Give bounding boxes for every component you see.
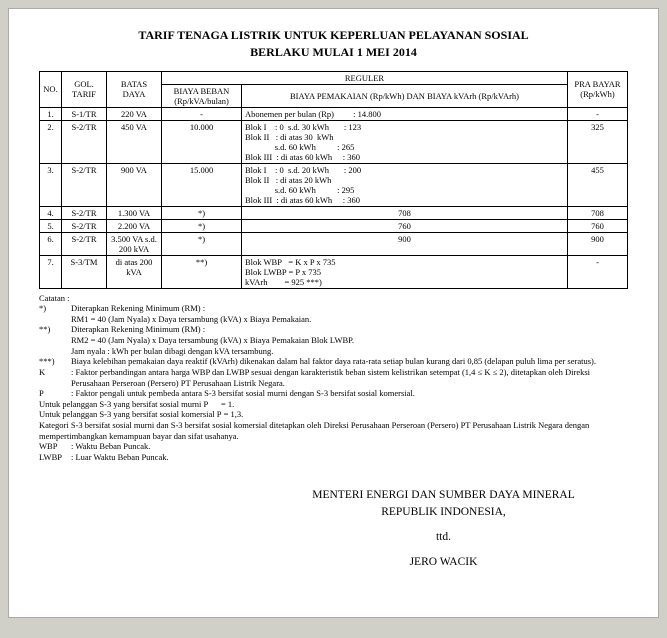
table-cell: 15.000 xyxy=(162,163,242,206)
table-cell: Blok I : 0 s.d. 30 kWh : 123 Blok II : d… xyxy=(242,120,568,163)
table-cell: 900 xyxy=(568,232,628,255)
table-cell: S-2/TR xyxy=(62,206,107,219)
table-cell: 760 xyxy=(242,219,568,232)
header-no: NO. xyxy=(40,71,62,107)
table-row: 7.S-3/TMdi atas 200 kVA**)Blok WBP = K x… xyxy=(40,255,628,288)
table-row: 5.S-2/TR2.200 VA*)760760 xyxy=(40,219,628,232)
table-cell: *) xyxy=(162,232,242,255)
table-cell: 708 xyxy=(242,206,568,219)
table-cell: 6. xyxy=(40,232,62,255)
table-cell: S-2/TR xyxy=(62,232,107,255)
tariff-table: NO. GOL. TARIF BATAS DAYA REGULER PRA BA… xyxy=(39,71,628,289)
sign-ttd: ttd. xyxy=(259,529,628,546)
table-cell: S-2/TR xyxy=(62,163,107,206)
table-cell: *) xyxy=(162,219,242,232)
note-star-label: *) xyxy=(39,303,71,314)
table-row: 1.S-1/TR220 VA-Abonemen per bulan (Rp) :… xyxy=(40,107,628,120)
table-cell: 3. xyxy=(40,163,62,206)
table-row: 6.S-2/TR3.500 VA s.d. 200 kVA*)900900 xyxy=(40,232,628,255)
note-k-text: : Faktor perbandingan antara harga WBP d… xyxy=(71,367,628,388)
header-gol: GOL. TARIF xyxy=(62,71,107,107)
note-p3: Kategori S-3 bersifat sosial murni dan S… xyxy=(39,420,628,441)
header-pra: PRA BAYAR (Rp/kWh) xyxy=(568,71,628,107)
title-line-1: TARIF TENAGA LISTRIK UNTUK KEPERLUAN PEL… xyxy=(39,27,628,44)
note-star2-text: Diterapkan Rekening Minimum (RM) : xyxy=(71,324,628,335)
table-cell: 1. xyxy=(40,107,62,120)
note-k-label: K xyxy=(39,367,71,388)
table-cell: **) xyxy=(162,255,242,288)
table-row: 4.S-2/TR1.300 VA*)708708 xyxy=(40,206,628,219)
header-beban: BIAYA BEBAN (Rp/kVA/bulan) xyxy=(162,84,242,107)
table-cell: Blok WBP = K x P x 735 Blok LWBP = P x 7… xyxy=(242,255,568,288)
table-cell: Blok I : 0 s.d. 20 kWh : 200 Blok II : d… xyxy=(242,163,568,206)
table-cell: 10.000 xyxy=(162,120,242,163)
header-reguler: REGULER xyxy=(162,71,568,84)
document-title: TARIF TENAGA LISTRIK UNTUK KEPERLUAN PEL… xyxy=(39,27,628,61)
table-cell: S-2/TR xyxy=(62,120,107,163)
table-cell: - xyxy=(568,255,628,288)
note-lwbp-label: LWBP xyxy=(39,452,71,463)
header-batas: BATAS DAYA xyxy=(107,71,162,107)
table-cell: 455 xyxy=(568,163,628,206)
note-lwbp-text: : Luar Waktu Beban Puncak. xyxy=(71,452,628,463)
table-cell: 7. xyxy=(40,255,62,288)
table-cell: 220 VA xyxy=(107,107,162,120)
table-cell: - xyxy=(162,107,242,120)
note-jamnyala: Jam nyala : kWh per bulan dibagi dengan … xyxy=(39,346,628,357)
table-cell: 2. xyxy=(40,120,62,163)
table-cell: *) xyxy=(162,206,242,219)
table-cell: 450 VA xyxy=(107,120,162,163)
table-cell: 5. xyxy=(40,219,62,232)
table-cell: 2.200 VA xyxy=(107,219,162,232)
document-page: TARIF TENAGA LISTRIK UNTUK KEPERLUAN PEL… xyxy=(8,8,659,618)
table-cell: 325 xyxy=(568,120,628,163)
table-cell: S-1/TR xyxy=(62,107,107,120)
note-p1: Untuk pelanggan S-3 yang bersifat sosial… xyxy=(39,399,628,410)
header-pemakaian: BIAYA PEMAKAIAN (Rp/kWh) DAN BIAYA kVArh… xyxy=(242,84,568,107)
note-p2: Untuk pelanggan S-3 yang bersifat sosial… xyxy=(39,409,628,420)
table-row: 3.S-2/TR900 VA15.000Blok I : 0 s.d. 20 k… xyxy=(40,163,628,206)
table-cell: 900 VA xyxy=(107,163,162,206)
notes-section: Catatan : *)Diterapkan Rekening Minimum … xyxy=(39,293,628,463)
sign-name: JERO WACIK xyxy=(259,554,628,571)
table-cell: 760 xyxy=(568,219,628,232)
sign-line-2: REPUBLIK INDONESIA, xyxy=(259,504,628,521)
note-wbp-label: WBP xyxy=(39,441,71,452)
note-rm2: RM2 = 40 (Jam Nyala) x Daya tersambung (… xyxy=(39,335,628,346)
table-cell: S-2/TR xyxy=(62,219,107,232)
table-cell: - xyxy=(568,107,628,120)
sign-line-1: MENTERI ENERGI DAN SUMBER DAYA MINERAL xyxy=(259,487,628,504)
table-cell: 3.500 VA s.d. 200 kVA xyxy=(107,232,162,255)
table-cell: 4. xyxy=(40,206,62,219)
note-star3-label: ***) xyxy=(39,356,71,367)
note-p-text: : Faktor pengali untuk pembeda antara S-… xyxy=(71,388,628,399)
note-wbp-text: : Waktu Beban Puncak. xyxy=(71,441,628,452)
notes-heading: Catatan : xyxy=(39,293,628,304)
note-star3-text: Biaya kelebihan pemakaian daya reaktif (… xyxy=(71,356,628,367)
title-line-2: BERLAKU MULAI 1 MEI 2014 xyxy=(39,44,628,61)
note-p-label: P xyxy=(39,388,71,399)
table-cell: di atas 200 kVA xyxy=(107,255,162,288)
table-cell: 1.300 VA xyxy=(107,206,162,219)
table-cell: 708 xyxy=(568,206,628,219)
signature-block: MENTERI ENERGI DAN SUMBER DAYA MINERAL R… xyxy=(39,487,628,572)
table-cell: 900 xyxy=(242,232,568,255)
table-cell: S-3/TM xyxy=(62,255,107,288)
note-rm1: RM1 = 40 (Jam Nyala) x Daya tersambung (… xyxy=(39,314,628,325)
note-star-text: Diterapkan Rekening Minimum (RM) : xyxy=(71,303,628,314)
note-star2-label: **) xyxy=(39,324,71,335)
table-cell: Abonemen per bulan (Rp) : 14.800 xyxy=(242,107,568,120)
table-row: 2.S-2/TR450 VA10.000Blok I : 0 s.d. 30 k… xyxy=(40,120,628,163)
